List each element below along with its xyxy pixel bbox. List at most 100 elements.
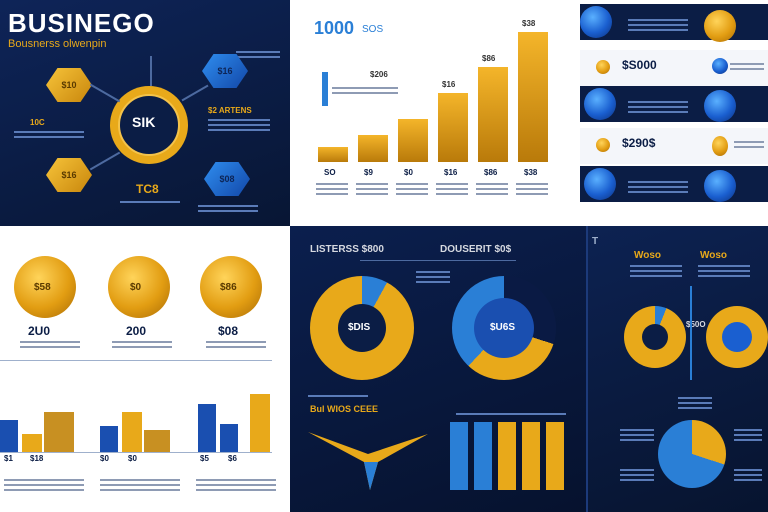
bar bbox=[198, 404, 216, 452]
row-blue-icon bbox=[704, 170, 736, 202]
bar bbox=[438, 93, 468, 162]
panel2-legend-lines bbox=[332, 84, 398, 97]
axis-label: $1 bbox=[4, 454, 13, 463]
bar-chart-area: $16 $86 $38 bbox=[314, 19, 554, 162]
connector-line bbox=[89, 151, 121, 171]
bar bbox=[250, 394, 270, 452]
row-gold-icon bbox=[596, 60, 610, 74]
row-lines bbox=[628, 178, 688, 196]
panel-donuts: LISTERSS $800 DOUSERIT $0$ $DIS $U6S Bul… bbox=[290, 226, 586, 512]
label-top-left: 10C bbox=[30, 118, 45, 127]
panel4-footer-lines bbox=[196, 476, 276, 494]
panel1-left-lines bbox=[14, 128, 84, 141]
bar-label-lines bbox=[516, 180, 548, 198]
panel1-mid-lines bbox=[120, 198, 180, 206]
panel6-header-right: Woso bbox=[700, 250, 728, 261]
panel5-divider bbox=[360, 260, 516, 261]
axis-label: $0 bbox=[100, 454, 109, 463]
panel-rows: $S000 $290$ bbox=[566, 0, 768, 226]
row-blue-icon bbox=[584, 168, 616, 200]
hex-bottom-left: $16 bbox=[46, 158, 92, 192]
coin-3-label: $86 bbox=[220, 282, 237, 293]
row-lines bbox=[730, 60, 764, 73]
panel4-lines bbox=[20, 338, 80, 351]
panel5-left-title: LISTERSS $800 bbox=[310, 244, 384, 255]
bar bbox=[122, 412, 142, 452]
panel1-text-lines bbox=[236, 48, 280, 61]
row-value: $290$ bbox=[622, 136, 656, 150]
panel5-right-title: DOUSERIT $0$ bbox=[440, 244, 512, 255]
connector-line bbox=[181, 84, 209, 102]
bar bbox=[358, 135, 388, 162]
hex-top-right: $16 bbox=[202, 54, 248, 88]
bar-top-label: $16 bbox=[442, 80, 456, 89]
panel5-footer: Bul WIOS CEEE bbox=[310, 404, 379, 414]
row-lines bbox=[734, 138, 764, 151]
bar bbox=[318, 147, 348, 162]
bar-label: $86 bbox=[484, 168, 498, 177]
bar bbox=[220, 424, 238, 452]
panel2-legend-swatch bbox=[322, 72, 328, 106]
coin-1 bbox=[14, 256, 76, 318]
bar-label: $16 bbox=[444, 168, 458, 177]
bar-label-lines bbox=[436, 180, 468, 198]
connector-line bbox=[150, 56, 152, 86]
bar-top-label: $86 bbox=[482, 54, 496, 63]
row-blue-icon bbox=[580, 6, 612, 38]
bar-chart-labels: SO $9 $0 $16 $86 $38 bbox=[314, 168, 554, 208]
panel6-lines bbox=[620, 466, 654, 484]
value-1: 2U0 bbox=[28, 324, 51, 338]
bar bbox=[518, 32, 548, 162]
donut-1-label: $DIS bbox=[348, 322, 371, 333]
value-2: 200 bbox=[126, 324, 147, 338]
label-right: $2 ARTENS bbox=[208, 106, 252, 115]
pie-chart bbox=[658, 420, 726, 488]
row-gold-icon bbox=[596, 138, 610, 152]
bar-label: $38 bbox=[524, 168, 538, 177]
connector-line bbox=[89, 83, 121, 103]
panel-coins-bars: $58 $0 $86 2U0 200 $08 $1 $18 $0 $0 $5 $6 bbox=[0, 226, 290, 512]
donut-1-hole bbox=[338, 304, 386, 352]
panel5-lines bbox=[416, 268, 450, 286]
axis-label: $5 bbox=[200, 454, 209, 463]
panel6-lines bbox=[620, 426, 654, 444]
row-gold-icon bbox=[712, 136, 728, 156]
bar-label-lines bbox=[356, 180, 388, 198]
bar bbox=[44, 412, 74, 452]
value-3: $08 bbox=[218, 324, 239, 338]
panel1-subtitle: Bousnerss olwenpin bbox=[8, 38, 107, 50]
bar bbox=[498, 422, 516, 490]
central-ring-inner bbox=[118, 94, 180, 156]
axis-label: $6 bbox=[228, 454, 237, 463]
funnel-shape bbox=[308, 432, 428, 490]
bar-label-lines bbox=[316, 180, 348, 198]
axis-label: $0 bbox=[128, 454, 137, 463]
bar-label: SO bbox=[324, 168, 336, 177]
panel1-bottom-lines bbox=[198, 202, 258, 215]
panel4-divider bbox=[0, 360, 272, 361]
coin-3 bbox=[200, 256, 262, 318]
donut-2-label: $U6S bbox=[490, 322, 516, 333]
bar-label: $9 bbox=[364, 168, 373, 177]
panel4-lines bbox=[206, 338, 266, 351]
bar bbox=[100, 426, 118, 452]
bar-label-lines bbox=[396, 180, 428, 198]
coin-1-label: $58 bbox=[34, 282, 51, 293]
panel6-lines bbox=[678, 394, 712, 412]
panel6-lines bbox=[698, 262, 750, 280]
row-lines bbox=[628, 98, 688, 116]
panel6-corner-icon: T bbox=[592, 236, 599, 247]
bar bbox=[22, 434, 42, 452]
panel6-connector bbox=[690, 286, 692, 380]
row-blue-icon bbox=[584, 88, 616, 120]
hex-top-left: $10 bbox=[46, 68, 92, 102]
row-lines bbox=[628, 16, 688, 34]
row-blue-icon bbox=[712, 58, 728, 74]
bar bbox=[144, 430, 170, 452]
hex-bottom-right: $08 bbox=[204, 162, 250, 196]
bar bbox=[398, 119, 428, 162]
panel6-vline bbox=[586, 226, 588, 512]
panel-rings-pie: T Woso Woso $50O $S bbox=[586, 226, 768, 512]
bar bbox=[474, 422, 492, 490]
bar-top-label: $38 bbox=[522, 19, 536, 28]
